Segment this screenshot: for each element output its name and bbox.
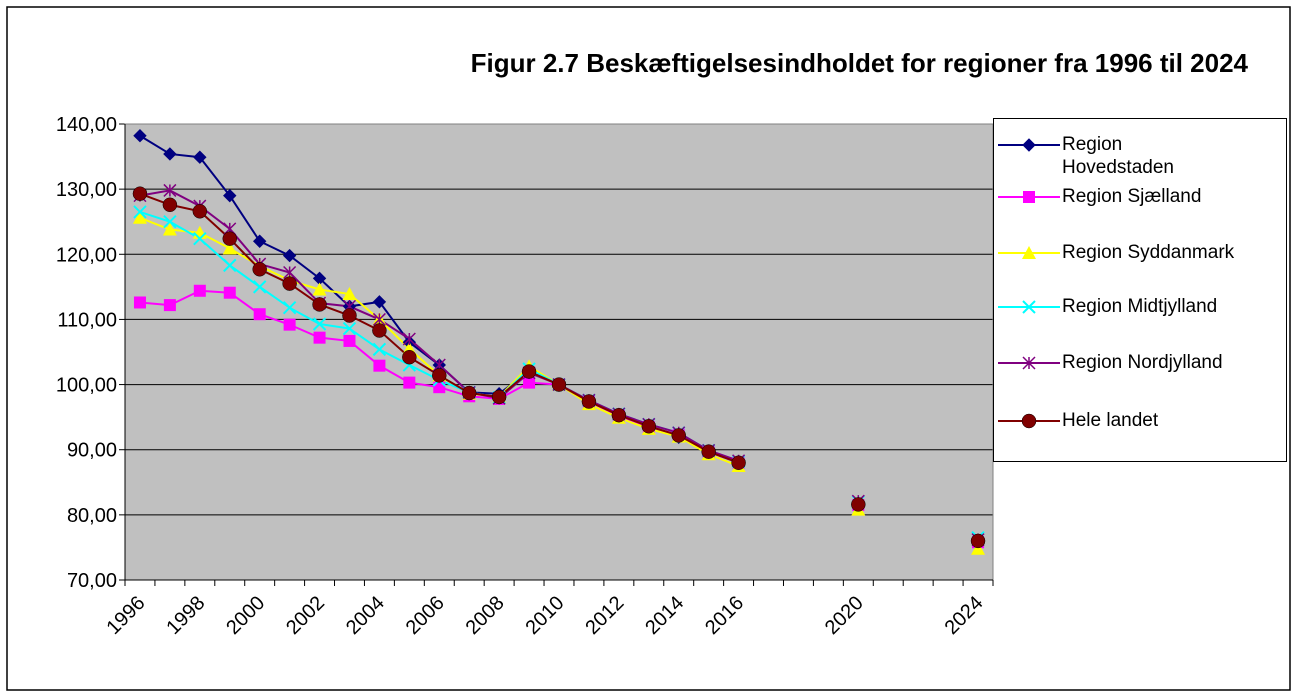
- legend-entry: Region Hovedstaden: [994, 133, 1202, 179]
- data-point: [252, 234, 267, 248]
- data-point: [222, 241, 237, 255]
- legend-marker: [1023, 191, 1035, 203]
- legend-label: Region Hovedstaden: [1062, 134, 1174, 178]
- data-point: [163, 299, 176, 312]
- legend-marker: [1022, 356, 1036, 370]
- data-point: [133, 129, 147, 143]
- data-point: [491, 389, 507, 405]
- legend-entry: Region Midtjylland: [994, 295, 1217, 319]
- data-point: [223, 258, 237, 273]
- data-point: [372, 323, 387, 338]
- data-point: [372, 295, 387, 309]
- data-point: [402, 332, 416, 346]
- data-point: [223, 286, 236, 299]
- data-point: [193, 231, 207, 246]
- data-point: [163, 183, 177, 197]
- data-point: [521, 364, 537, 379]
- data-point: [701, 444, 716, 459]
- data-point: [432, 368, 447, 383]
- legend-label: Region Nordjylland: [1062, 352, 1223, 373]
- data-point: [551, 377, 567, 392]
- data-point: [342, 287, 357, 301]
- data-point: [222, 231, 238, 246]
- legend: Region Hovedstaden Region Sjælland Region …: [993, 118, 1287, 462]
- data-point: [372, 342, 387, 357]
- y-tick-label: 90,00: [67, 440, 117, 462]
- data-point: [312, 282, 327, 296]
- legend-swatch: [998, 138, 1060, 152]
- legend-entry: Region Nordjylland: [994, 351, 1223, 375]
- y-tick-label: 120,00: [56, 244, 117, 266]
- data-point: [581, 394, 597, 409]
- data-point: [253, 308, 266, 321]
- data-point: [252, 262, 267, 277]
- legend-marker: [1022, 246, 1036, 259]
- legend-label: Region Sjælland: [1062, 186, 1202, 207]
- y-tick-label: 80,00: [67, 505, 117, 527]
- legend-label: Region Midtjylland: [1062, 296, 1218, 317]
- data-point: [132, 186, 148, 201]
- data-point: [342, 308, 357, 323]
- legend-swatch: [998, 246, 1060, 259]
- data-point: [193, 150, 207, 164]
- data-point: [402, 349, 417, 365]
- data-point: [313, 331, 326, 344]
- data-point: [163, 215, 177, 229]
- legend-marker: [1021, 413, 1037, 429]
- data-point: [373, 359, 386, 372]
- data-point: [162, 222, 177, 236]
- data-point: [641, 419, 657, 434]
- chart-title: Figur 2.7 Beskæftigelsesindholdet for re…: [471, 48, 1249, 78]
- y-tick-label: 130,00: [56, 179, 117, 201]
- data-point: [523, 376, 536, 389]
- data-point: [970, 533, 986, 549]
- legend-swatch: [998, 356, 1060, 370]
- data-point: [282, 300, 297, 315]
- data-point: [133, 205, 147, 219]
- data-point: [851, 497, 866, 512]
- data-point: [403, 376, 416, 389]
- y-tick-label: 70,00: [67, 570, 117, 592]
- data-point: [282, 276, 297, 291]
- data-point: [312, 297, 327, 312]
- data-point: [731, 455, 746, 470]
- legend-swatch: [998, 413, 1060, 429]
- data-point: [252, 280, 267, 294]
- data-point: [343, 334, 356, 347]
- data-point: [162, 197, 178, 213]
- legend-swatch: [998, 300, 1060, 314]
- data-point: [223, 188, 237, 203]
- legend-entry: Region Syddanmark: [994, 241, 1234, 265]
- legend-entry: Region Sjælland: [994, 185, 1201, 209]
- data-point: [312, 317, 327, 331]
- data-point: [611, 407, 627, 423]
- data-point: [193, 284, 206, 297]
- data-point: [133, 296, 146, 309]
- series-markers: [132, 186, 986, 549]
- data-point: [461, 385, 477, 401]
- data-point: [671, 428, 686, 443]
- data-point: [283, 318, 296, 331]
- legend-entry: Hele landet: [994, 409, 1158, 433]
- legend-label: Hele landet: [1062, 410, 1159, 431]
- data-point: [132, 210, 147, 224]
- data-point: [163, 147, 177, 161]
- data-point: [342, 321, 357, 336]
- legend-marker: [1022, 138, 1036, 152]
- data-point: [282, 248, 297, 263]
- data-point: [192, 204, 208, 219]
- y-tick-label: 140,00: [56, 114, 117, 136]
- legend-label: Region Syddanmark: [1062, 242, 1235, 263]
- y-tick-label: 100,00: [56, 375, 117, 397]
- plot-area: [125, 124, 993, 580]
- data-point: [971, 541, 986, 555]
- legend-marker: [1022, 300, 1036, 314]
- legend-swatch: [998, 191, 1060, 203]
- y-tick-label: 110,00: [57, 309, 117, 331]
